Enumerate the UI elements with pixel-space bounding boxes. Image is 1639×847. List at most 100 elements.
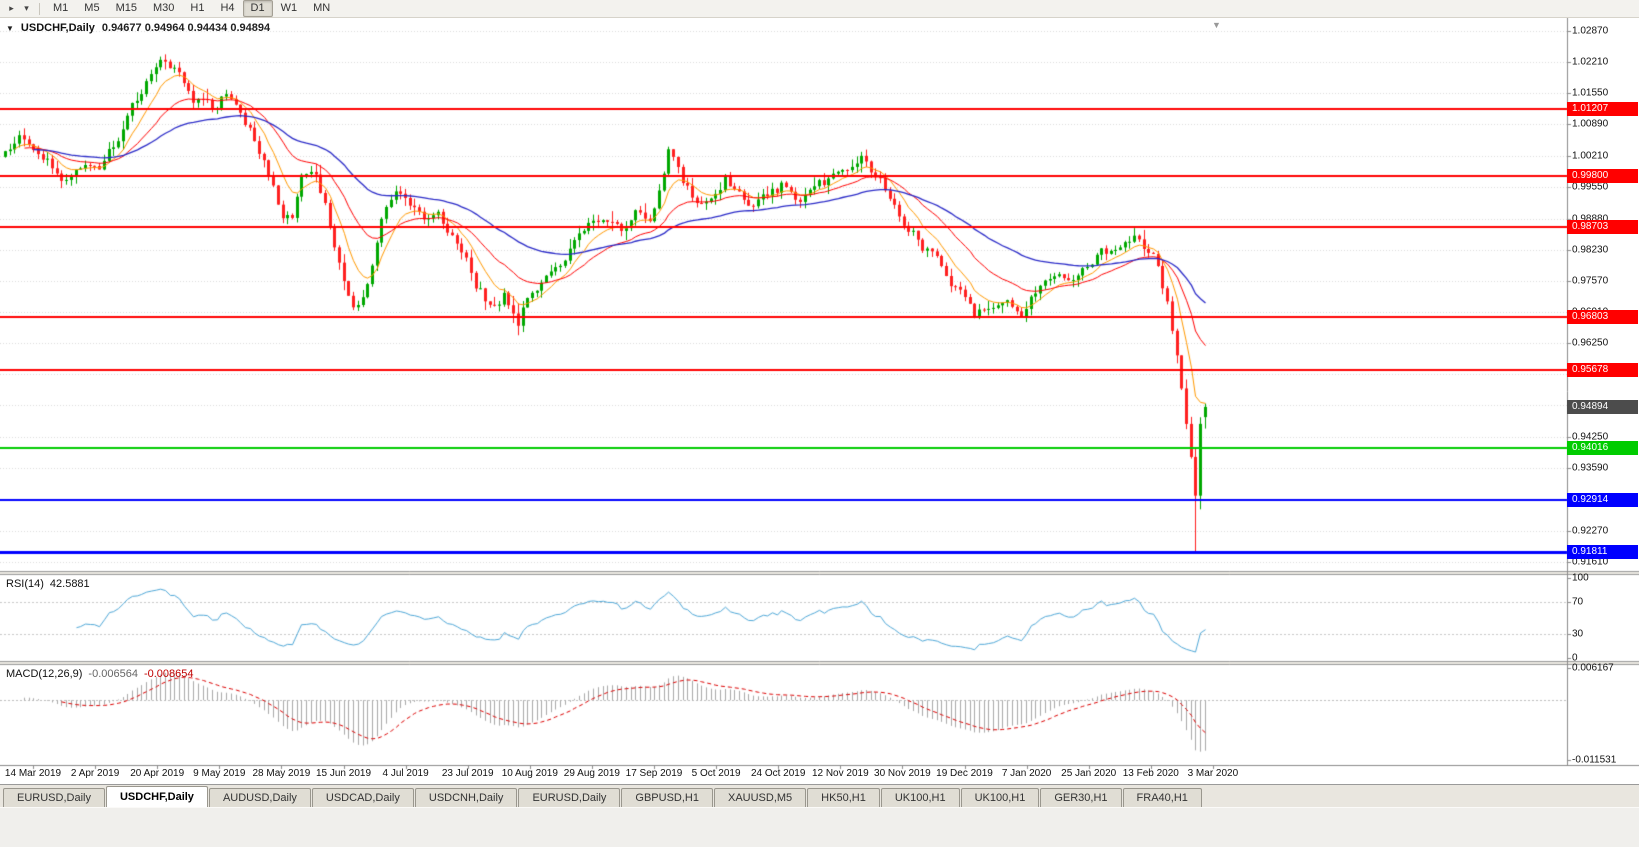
date-axis-label: 28 May 2019 (252, 768, 311, 779)
price-tag-0.91811: 0.91811 (1567, 545, 1638, 560)
chart-ohlc-values: 0.94677 0.94964 0.94434 0.94894 (101, 22, 271, 34)
timeframe-button-d1[interactable]: D1 (242, 0, 273, 17)
chart-cursor-icon[interactable]: ▸ (9, 3, 14, 13)
price-axis-label: 1.00890 (1572, 118, 1609, 130)
date-axis-label: 29 Aug 2019 (563, 768, 620, 779)
price-axis-label: 1.00210 (1572, 150, 1609, 162)
date-axis-label: 4 Jul 2019 (382, 768, 429, 779)
rsi-value: 42.5881 (49, 578, 90, 590)
rsi-axis-label: 100 (1572, 572, 1589, 584)
current-price-tag: 0.94894 (1567, 399, 1638, 414)
price-tag-0.95678: 0.95678 (1567, 362, 1638, 377)
date-axis-label: 19 Dec 2019 (936, 768, 993, 779)
date-axis-label: 2 Apr 2019 (70, 768, 120, 779)
chart-tab-usdcnh-daily[interactable]: USDCNH,Daily (414, 788, 518, 807)
price-axis-label: 0.91610 (1572, 556, 1609, 568)
price-axis-label: 1.02870 (1572, 25, 1609, 37)
macd-axis-label: -0.011531 (1572, 754, 1617, 766)
price-tag-0.98703: 0.98703 (1567, 220, 1638, 235)
macd-main-value: -0.006564 (88, 668, 138, 680)
price-axis-label: 0.97570 (1572, 275, 1609, 287)
date-axis-label: 20 Apr 2019 (130, 768, 185, 779)
date-axis-label: 24 Oct 2019 (750, 768, 806, 779)
chart-symbol-label: USDCHF,Daily (20, 22, 95, 34)
rsi-axis-label: 70 (1572, 596, 1584, 608)
timeframe-button-mn[interactable]: MN (313, 2, 331, 14)
price-scale[interactable]: 1.02870 1.02210 1.01550 1.00890 1.00210 0.995… (1567, 18, 1639, 766)
chart-tab-eurusd-daily[interactable]: EURUSD,Daily (3, 788, 105, 807)
price-chart-canvas[interactable] (0, 18, 1639, 784)
date-axis-label: 12 Nov 2019 (811, 768, 869, 779)
timeframe-button-group: M1 M5 M15 M30 H1 H4 D1 W1 MN (45, 0, 338, 17)
chart-tab-gbpusd-h1[interactable]: GBPUSD,H1 (621, 788, 713, 807)
horizontal-line-0.99800[interactable] (0, 174, 1567, 179)
price-tag-0.99800: 0.99800 (1567, 168, 1638, 183)
price-axis-label: 0.99550 (1572, 181, 1609, 193)
price-axis-label: 1.02210 (1572, 56, 1609, 68)
timeframe-button-m15[interactable]: M15 (115, 2, 137, 14)
price-tag-0.92914: 0.92914 (1567, 493, 1638, 508)
rsi-axis-label: 30 (1572, 628, 1584, 640)
macd-axis-label: 0.006167 (1572, 662, 1614, 674)
one-click-trading-toggle[interactable]: ▼ (6, 23, 14, 33)
horizontal-line-0.94016[interactable] (0, 446, 1567, 451)
macd-name: MACD(12,26,9) (6, 668, 83, 680)
horizontal-line-1.01207[interactable] (0, 107, 1567, 112)
chart-tab-usdcad-daily[interactable]: USDCAD,Daily (311, 788, 414, 807)
chart-shift-marker[interactable]: ▼ (1212, 20, 1221, 30)
macd-indicator-label: MACD(12,26,9) -0.006564 -0.008654 (6, 668, 194, 680)
timeframe-button-h1[interactable]: H1 (190, 2, 205, 14)
chart-tab-hk50-h1[interactable]: HK50,H1 (807, 788, 880, 807)
timeframe-button-m30[interactable]: M30 (152, 2, 175, 14)
date-axis-label: 10 Aug 2019 (501, 768, 558, 779)
date-axis-label: 17 Sep 2019 (625, 768, 683, 779)
price-axis-label: 0.93590 (1572, 462, 1609, 474)
chart-tab-ger30-h1[interactable]: GER30,H1 (1040, 788, 1122, 807)
price-tag-0.94016: 0.94016 (1567, 441, 1638, 456)
status-bar (0, 807, 1639, 847)
timeframe-button-h4[interactable]: H4 (220, 2, 235, 14)
date-axis-label: 14 Mar 2019 (4, 768, 62, 779)
time-scale[interactable]: 14 Mar 2019 2 Apr 2019 20 Apr 2019 9 May 20… (0, 765, 1567, 784)
horizontal-line-0.96803[interactable] (0, 315, 1567, 320)
price-axis-label: 0.96250 (1572, 337, 1609, 349)
toolbar-divider (39, 2, 40, 15)
timeframe-toolbar: ▸ ▾ M1 M5 M15 M30 H1 H4 D1 W1 MN (0, 0, 1639, 18)
rsi-name: RSI(14) (6, 578, 44, 590)
chart-tab-uk100-h1[interactable]: UK100,H1 (960, 788, 1040, 807)
horizontal-line-0.92914[interactable] (0, 498, 1567, 503)
price-tag-0.96803: 0.96803 (1567, 309, 1638, 324)
horizontal-line-0.91811[interactable] (0, 550, 1567, 555)
price-axis-label: 1.01550 (1572, 87, 1609, 99)
timeframe-button-m5[interactable]: M5 (84, 2, 100, 14)
price-axis-label: 0.98230 (1572, 244, 1609, 256)
dropdown-caret-icon[interactable]: ▾ (24, 3, 29, 13)
chart-tab-uk100-h1[interactable]: UK100,H1 (880, 788, 960, 807)
timeframe-button-w1[interactable]: W1 (280, 2, 298, 14)
rsi-axis-label: 0 (1572, 652, 1578, 664)
price-axis-label: 0.92270 (1572, 525, 1609, 537)
horizontal-line-0.95678[interactable] (0, 368, 1567, 373)
date-axis-label: 13 Feb 2020 (1122, 768, 1179, 779)
chart-title: ▼ USDCHF,Daily 0.94677 0.94964 0.94434 0… (6, 22, 270, 34)
date-axis-label: 23 Jul 2019 (441, 768, 494, 779)
timeframe-button-m1[interactable]: M1 (53, 2, 69, 14)
chart-tab-xauusd-m5[interactable]: XAUUSD,M5 (713, 788, 807, 807)
price-axis-label: 0.94250 (1572, 431, 1609, 443)
date-axis-label: 3 Mar 2020 (1187, 768, 1239, 779)
chart-window: ▼ USDCHF,Daily 0.94677 0.94964 0.94434 0… (0, 18, 1639, 784)
date-axis-label: 7 Jan 2020 (1001, 768, 1052, 779)
chart-tab-eurusd-daily[interactable]: EURUSD,Daily (518, 788, 621, 807)
chart-tab-bar: EURUSD,Daily USDCHF,Daily AUDUSD,Daily USDC… (0, 784, 1639, 807)
date-axis-label: 25 Jan 2020 (1061, 768, 1117, 779)
date-axis-label: 15 Jun 2019 (315, 768, 372, 779)
date-axis-label: 5 Oct 2019 (691, 768, 741, 779)
horizontal-line-0.98703[interactable] (0, 225, 1567, 230)
rsi-indicator-label: RSI(14) 42.5881 (6, 578, 90, 590)
chart-tab-fra40-h1[interactable]: FRA40,H1 (1122, 788, 1202, 807)
macd-signal-value: -0.008654 (143, 668, 194, 680)
chart-tab-audusd-daily[interactable]: AUDUSD,Daily (208, 788, 311, 807)
chart-tab-usdchf-daily[interactable]: USDCHF,Daily (105, 786, 208, 807)
